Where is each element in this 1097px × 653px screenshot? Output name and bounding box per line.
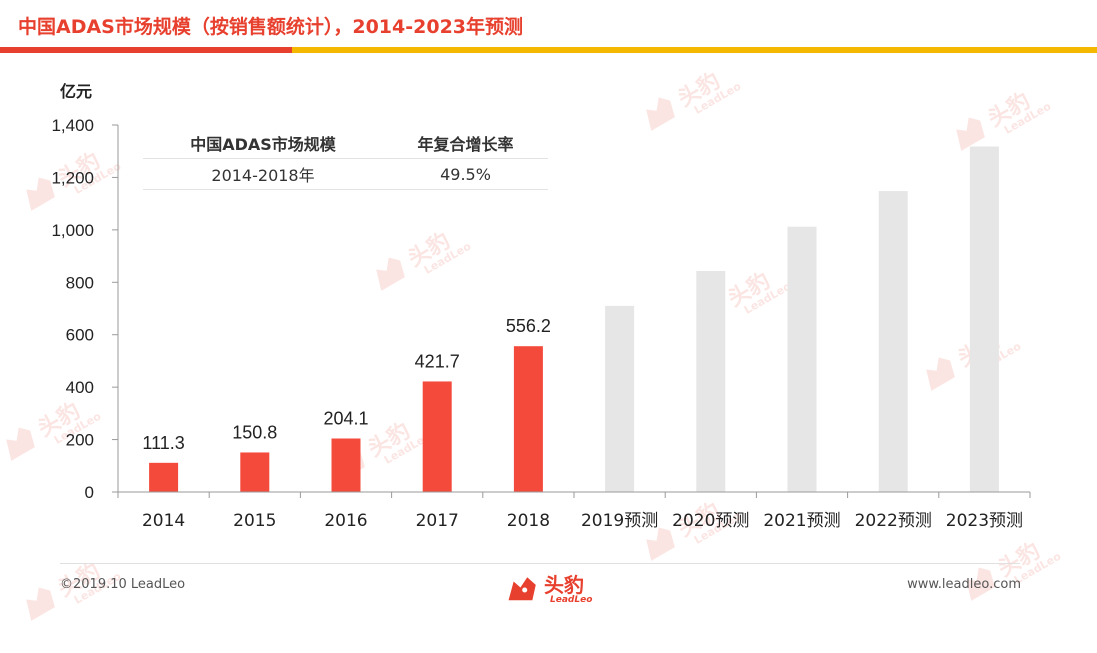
title-underline	[0, 47, 1097, 53]
cagr-table-header-cagr: 年复合增长率	[417, 135, 514, 154]
forecast-bar	[696, 271, 726, 492]
page-title: 中国ADAS市场规模（按销售额统计），2014-2023年预测	[18, 16, 524, 38]
bar-value-label: 150.8	[232, 422, 277, 442]
logo-text-en: LeadLeo	[550, 595, 593, 605]
y-tick-label: 800	[66, 273, 94, 292]
x-category-label: 2016	[324, 511, 367, 531]
bar-value-label: 556.2	[506, 316, 551, 336]
footer-divider	[60, 563, 1020, 564]
cagr-table-value-row: 2014-2018年 49.5%	[143, 159, 548, 190]
copyright-text: ©2019.10 LeadLeo	[60, 577, 186, 592]
leadleo-logo: 头豹 LeadLeo	[506, 571, 596, 609]
y-tick-label: 600	[66, 326, 94, 345]
bar-value-label: 111.3	[142, 433, 184, 453]
x-category-label: 2020预测	[672, 511, 749, 531]
y-tick-label: 400	[66, 378, 94, 397]
bar-value-label: 421.7	[415, 351, 460, 371]
y-axis-unit-label: 亿元	[60, 82, 93, 101]
cagr-table-rate: 49.5%	[440, 164, 491, 184]
actual-bar	[513, 346, 543, 492]
y-tick-label: 0	[85, 483, 94, 502]
bar-value-label: 204.1	[323, 408, 368, 428]
y-axis: 0 200 400 600 800 1,000 1,200 1,400	[51, 116, 119, 502]
cagr-table: 中国ADAS市场规模 年复合增长率 2014-2018年 49.5%	[143, 128, 548, 190]
actual-bar	[240, 452, 270, 492]
bars: 111.3 150.8 204.1 421.7 556.2	[142, 146, 999, 492]
cagr-table-period: 2014-2018年	[211, 166, 315, 185]
forecast-bar	[878, 191, 908, 492]
title-underline-red	[0, 47, 292, 53]
forecast-bar	[969, 146, 999, 492]
title-underline-yellow	[292, 47, 1097, 53]
cagr-table-header-row: 中国ADAS市场规模 年复合增长率	[143, 128, 548, 159]
x-category-label: 2014	[142, 511, 185, 531]
cagr-table-header-market: 中国ADAS市场规模	[190, 135, 336, 154]
bar-chart: 0 200 400 600 800 1,000 1,200 1,400 111.3 150.8 2…	[51, 116, 1031, 531]
forecast-bar	[787, 226, 817, 492]
leopard-logo-icon	[508, 577, 536, 601]
x-category-label: 2018	[507, 511, 550, 531]
x-category-label: 2017	[416, 511, 459, 531]
actual-bar	[422, 381, 452, 492]
x-category-label: 2019预测	[581, 511, 658, 531]
forecast-bar	[605, 305, 635, 492]
x-category-label: 2021预测	[763, 511, 840, 531]
x-axis: 2014 2015 2016 2017 2018 2019预测 2020预测 2021预测 20…	[117, 491, 1031, 531]
x-category-label: 2023预测	[946, 511, 1023, 531]
actual-bar	[331, 438, 361, 492]
actual-bar	[149, 462, 179, 492]
website-link[interactable]: www.leadleo.com	[907, 577, 1021, 592]
logo-text-cn: 头豹	[544, 573, 584, 597]
y-tick-label: 1,000	[51, 221, 94, 240]
y-tick-label: 1,200	[51, 168, 94, 187]
x-category-label: 2015	[233, 511, 276, 531]
y-tick-label: 1,400	[51, 116, 94, 135]
x-category-label: 2022预测	[855, 511, 932, 531]
y-tick-label: 200	[66, 431, 94, 450]
